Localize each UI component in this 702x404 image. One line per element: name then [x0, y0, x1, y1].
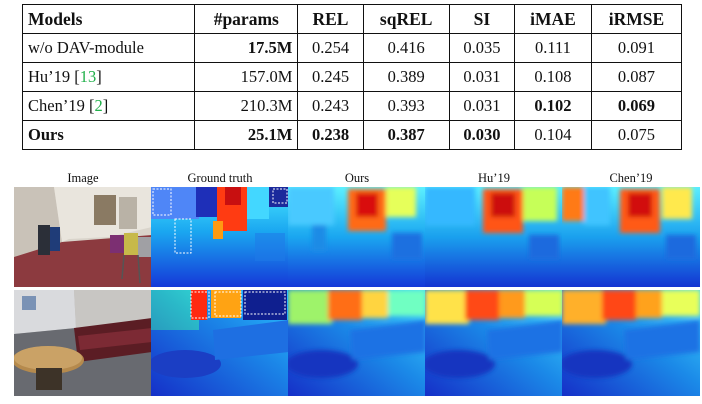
ours-depth-hallway [288, 187, 426, 287]
bracket-close: ] [96, 67, 102, 86]
chen19-depth-lounge [562, 290, 700, 396]
header-models: Models [21, 4, 195, 34]
cell-si: 0.031 [448, 62, 515, 92]
cell-imae: 0.104 [514, 120, 592, 150]
column-label-ours: Ours [344, 171, 370, 185]
ours-depth-lounge [288, 290, 426, 396]
header-imae: iMAE [514, 4, 592, 34]
results-table: Models #params REL sqREL SI iMAE iRMSE w… [21, 4, 683, 150]
cell-rel: 0.254 [297, 33, 364, 63]
cell-sqrel: 0.416 [362, 33, 450, 63]
header-params: #params [194, 4, 298, 34]
cell-irmse: 0.069 [590, 91, 683, 121]
cell-imae: 0.102 [514, 91, 592, 121]
citation-link[interactable]: 2 [94, 96, 103, 115]
header-si: SI [448, 4, 515, 34]
cell-sqrel: 0.389 [362, 62, 450, 92]
table-header-row: Models #params REL sqREL SI iMAE iRMSE [21, 4, 683, 34]
cell-rel: 0.243 [297, 91, 364, 121]
cell-imae: 0.108 [514, 62, 592, 92]
ground-truth-depth-lounge [151, 290, 289, 396]
header-irmse: iRMSE [590, 4, 683, 34]
header-rel: REL [297, 4, 364, 34]
cell-rel: 0.238 [297, 120, 364, 150]
cell-si: 0.035 [448, 33, 515, 63]
cell-irmse: 0.091 [590, 33, 683, 63]
column-label-image: Image [67, 171, 99, 185]
cell-model: w/o DAV-module [21, 33, 195, 63]
table-row: Hu’19 [13] 157.0M 0.245 0.389 0.031 0.10… [21, 62, 683, 92]
rgb-image-hallway [14, 187, 152, 287]
table-row: w/o DAV-module 17.5M 0.254 0.416 0.035 0… [21, 33, 683, 63]
column-label-hu19: Hu’19 [478, 171, 510, 185]
cell-rel: 0.245 [297, 62, 364, 92]
cell-si: 0.031 [448, 91, 515, 121]
cell-model: Chen’19 [2] [21, 91, 195, 121]
cell-irmse: 0.075 [590, 120, 683, 150]
hu19-depth-hallway [425, 187, 563, 287]
cell-params: 157.0M [194, 62, 298, 92]
citation-link[interactable]: 13 [79, 67, 97, 86]
cell-params: 210.3M [194, 91, 298, 121]
rgb-image-lounge [14, 290, 152, 396]
column-label-chen19: Chen’19 [609, 171, 653, 185]
model-name: Hu’19 [ [28, 67, 80, 86]
bracket-close: ] [102, 96, 109, 115]
table-row: Ours 25.1M 0.238 0.387 0.030 0.104 0.075 [21, 120, 683, 150]
cell-params: 25.1M [194, 120, 298, 150]
cell-sqrel: 0.393 [362, 91, 450, 121]
header-sqrel: sqREL [362, 4, 450, 34]
cell-params: 17.5M [194, 33, 298, 63]
column-label-ground-truth: Ground truth [187, 171, 253, 185]
model-name: Chen’19 [ [28, 96, 95, 115]
hu19-depth-lounge [425, 290, 563, 396]
cell-irmse: 0.087 [590, 62, 683, 92]
cell-model: Hu’19 [13] [21, 62, 195, 92]
cell-si: 0.030 [448, 120, 515, 150]
cell-sqrel: 0.387 [362, 120, 450, 150]
cell-model: Ours [21, 120, 195, 150]
chen19-depth-hallway [562, 187, 700, 287]
ground-truth-depth-hallway [151, 187, 289, 287]
table-row: Chen’19 [2] 210.3M 0.243 0.393 0.031 0.1… [21, 91, 683, 121]
cell-imae: 0.111 [514, 33, 592, 63]
